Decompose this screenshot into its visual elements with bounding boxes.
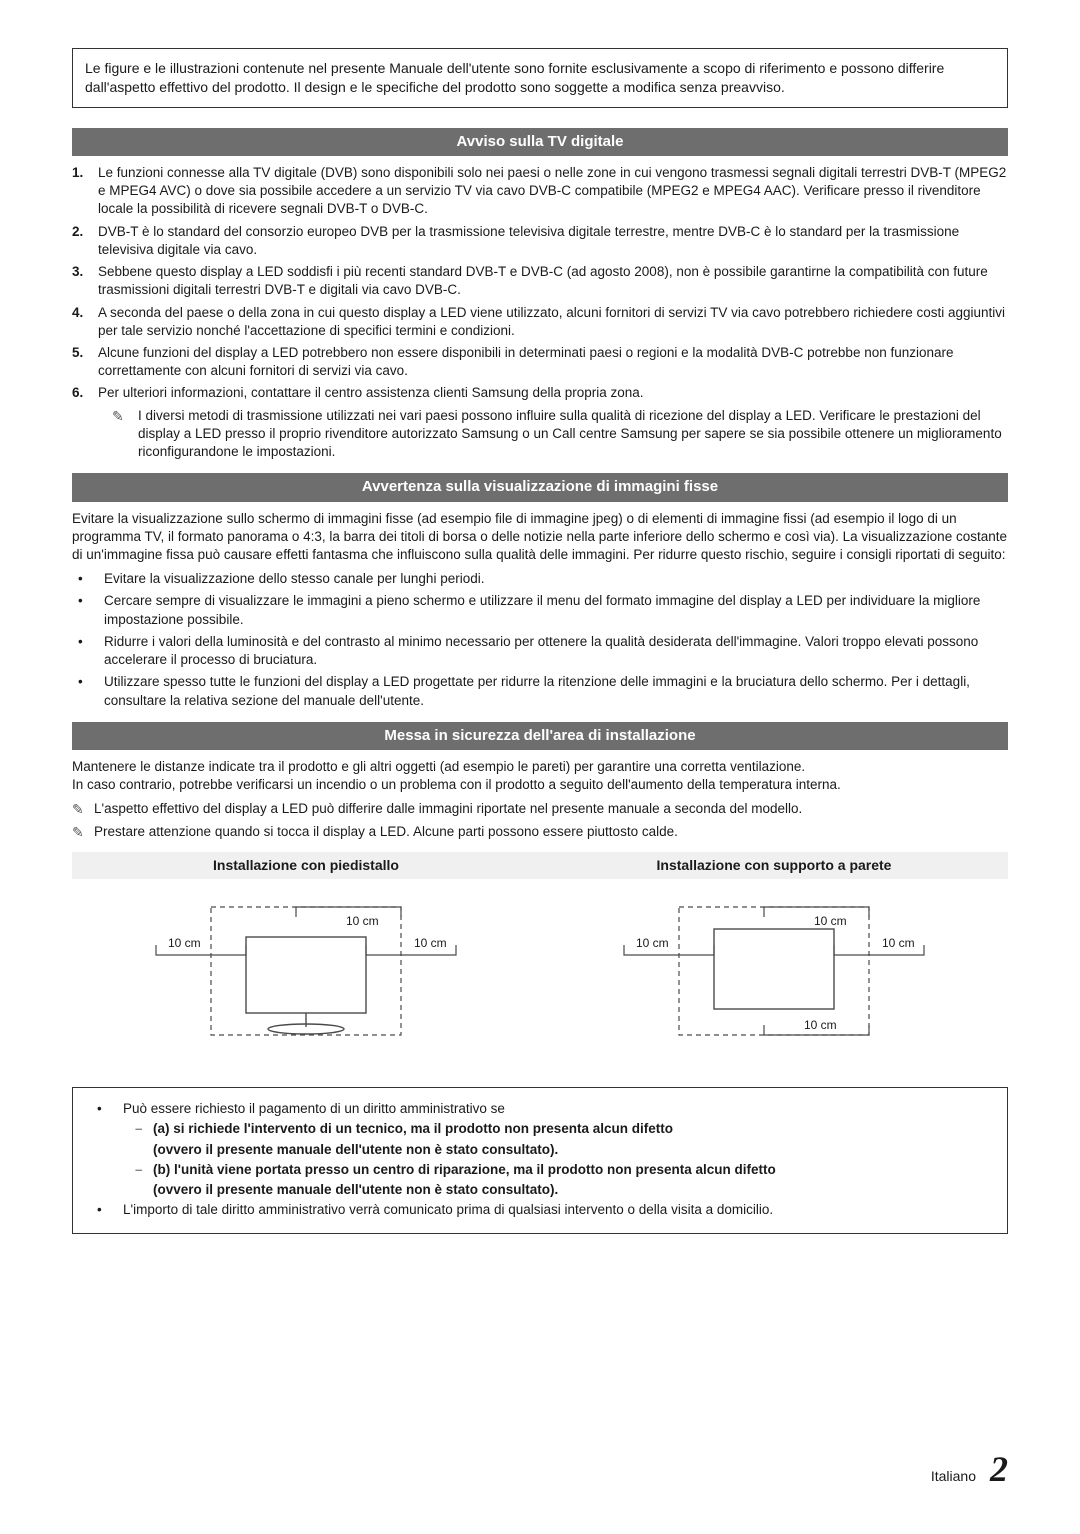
dim-label: 10 cm	[168, 936, 201, 950]
note-icon: ✎	[72, 823, 94, 842]
list-item: 2.DVB-T è lo standard del consorzio euro…	[72, 223, 1008, 259]
list-item: Ridurre i valori della luminosità e del …	[72, 633, 1008, 669]
dim-label: 10 cm	[804, 1018, 837, 1032]
item-text: Per ulteriori informazioni, contattare i…	[98, 384, 1008, 402]
install-wall-column: Installazione con supporto a parete 10 c…	[540, 852, 1008, 1069]
section-header-installation: Messa in sicurezza dell'area di installa…	[72, 722, 1008, 750]
bullet-text: Ridurre i valori della luminosità e del …	[104, 633, 1008, 669]
item-number: 5.	[72, 344, 98, 380]
item-text: A seconda del paese o della zona in cui …	[98, 304, 1008, 340]
still-images-intro: Evitare la visualizzazione sullo schermo…	[72, 510, 1008, 565]
admin-sub-b1: (b) l'unità viene portata presso un cent…	[135, 1161, 991, 1179]
section-header-still-images: Avvertenza sulla visualizzazione di imma…	[72, 473, 1008, 501]
install-wall-title: Installazione con supporto a parete	[540, 852, 1008, 879]
bullet-text: Cercare sempre di visualizzare le immagi…	[104, 592, 1008, 628]
item-number: 6.	[72, 384, 98, 402]
wall-diagram: 10 cm 10 cm 10 cm 10 cm	[540, 879, 1008, 1069]
install-p1: Mantenere le distanze indicate tra il pr…	[72, 758, 1008, 776]
list-item: 5.Alcune funzioni del display a LED potr…	[72, 344, 1008, 380]
bullet-text: Evitare la visualizzazione dello stesso …	[104, 570, 484, 588]
list-item: 1.Le funzioni connesse alla TV digitale …	[72, 164, 1008, 219]
dim-label: 10 cm	[636, 936, 669, 950]
install-stand-column: Installazione con piedistallo 10 cm 10 c…	[72, 852, 540, 1069]
list-item: 6.Per ulteriori informazioni, contattare…	[72, 384, 1008, 402]
note-text: Prestare attenzione quando si tocca il d…	[94, 823, 678, 842]
item-text: Alcune funzioni del display a LED potreb…	[98, 344, 1008, 380]
dim-label: 10 cm	[346, 914, 379, 928]
note-text: I diversi metodi di trasmissione utilizz…	[138, 407, 1008, 462]
item-number: 1.	[72, 164, 98, 219]
section-header-digital-tv: Avviso sulla TV digitale	[72, 128, 1008, 156]
footer-language: Italiano	[931, 1467, 976, 1486]
intro-box: Le figure e le illustrazioni contenute n…	[72, 48, 1008, 108]
note-text: L'aspetto effettivo del display a LED pu…	[94, 800, 802, 819]
item-number: 4.	[72, 304, 98, 340]
admin-fee-box: Può essere richiesto il pagamento di un …	[72, 1087, 1008, 1234]
list-item: Può essere richiesto il pagamento di un …	[83, 1100, 991, 1118]
admin-sub-a1: (a) si richiede l'intervento di un tecni…	[135, 1120, 991, 1138]
stand-diagram-svg: 10 cm 10 cm 10 cm	[126, 889, 486, 1059]
wall-diagram-svg: 10 cm 10 cm 10 cm 10 cm	[594, 889, 954, 1059]
list-item: Cercare sempre di visualizzare le immagi…	[72, 592, 1008, 628]
note-icon: ✎	[112, 407, 138, 462]
list-item: 3.Sebbene questo display a LED soddisfi …	[72, 263, 1008, 299]
admin-sub-b2: (ovvero il presente manuale dell'utente …	[153, 1181, 991, 1199]
item-text: Le funzioni connesse alla TV digitale (D…	[98, 164, 1008, 219]
list-item: Evitare la visualizzazione dello stesso …	[72, 570, 1008, 588]
list-item: 4.A seconda del paese o della zona in cu…	[72, 304, 1008, 340]
admin-line2: L'importo di tale diritto amministrativo…	[123, 1201, 773, 1219]
list-item: L'importo di tale diritto amministrativo…	[83, 1201, 991, 1219]
bullet-text: Utilizzare spesso tutte le funzioni del …	[104, 673, 1008, 709]
intro-text: Le figure e le illustrazioni contenute n…	[85, 60, 944, 95]
item-number: 2.	[72, 223, 98, 259]
item-text: DVB-T è lo standard del consorzio europe…	[98, 223, 1008, 259]
install-row: Installazione con piedistallo 10 cm 10 c…	[72, 852, 1008, 1069]
dim-label: 10 cm	[814, 914, 847, 928]
stand-diagram: 10 cm 10 cm 10 cm	[72, 879, 540, 1069]
dim-label: 10 cm	[882, 936, 915, 950]
list-item: Utilizzare spesso tutte le funzioni del …	[72, 673, 1008, 709]
install-p2: In caso contrario, potrebbe verificarsi …	[72, 776, 1008, 794]
still-images-bullets: Evitare la visualizzazione dello stesso …	[72, 570, 1008, 710]
note-row: ✎ I diversi metodi di trasmissione utili…	[112, 407, 1008, 462]
footer-page-number: 2	[990, 1445, 1008, 1494]
dim-label: 10 cm	[414, 936, 447, 950]
note-icon: ✎	[72, 800, 94, 819]
admin-line1: Può essere richiesto il pagamento di un …	[123, 1100, 505, 1118]
note-row: ✎ L'aspetto effettivo del display a LED …	[72, 800, 1008, 819]
item-text: Sebbene questo display a LED soddisfi i …	[98, 263, 1008, 299]
note-row: ✎ Prestare attenzione quando si tocca il…	[72, 823, 1008, 842]
admin-sub-a2: (ovvero il presente manuale dell'utente …	[153, 1141, 991, 1159]
page-footer: Italiano 2	[931, 1445, 1008, 1494]
install-stand-title: Installazione con piedistallo	[72, 852, 540, 879]
item-number: 3.	[72, 263, 98, 299]
digital-tv-list: 1.Le funzioni connesse alla TV digitale …	[72, 164, 1008, 403]
